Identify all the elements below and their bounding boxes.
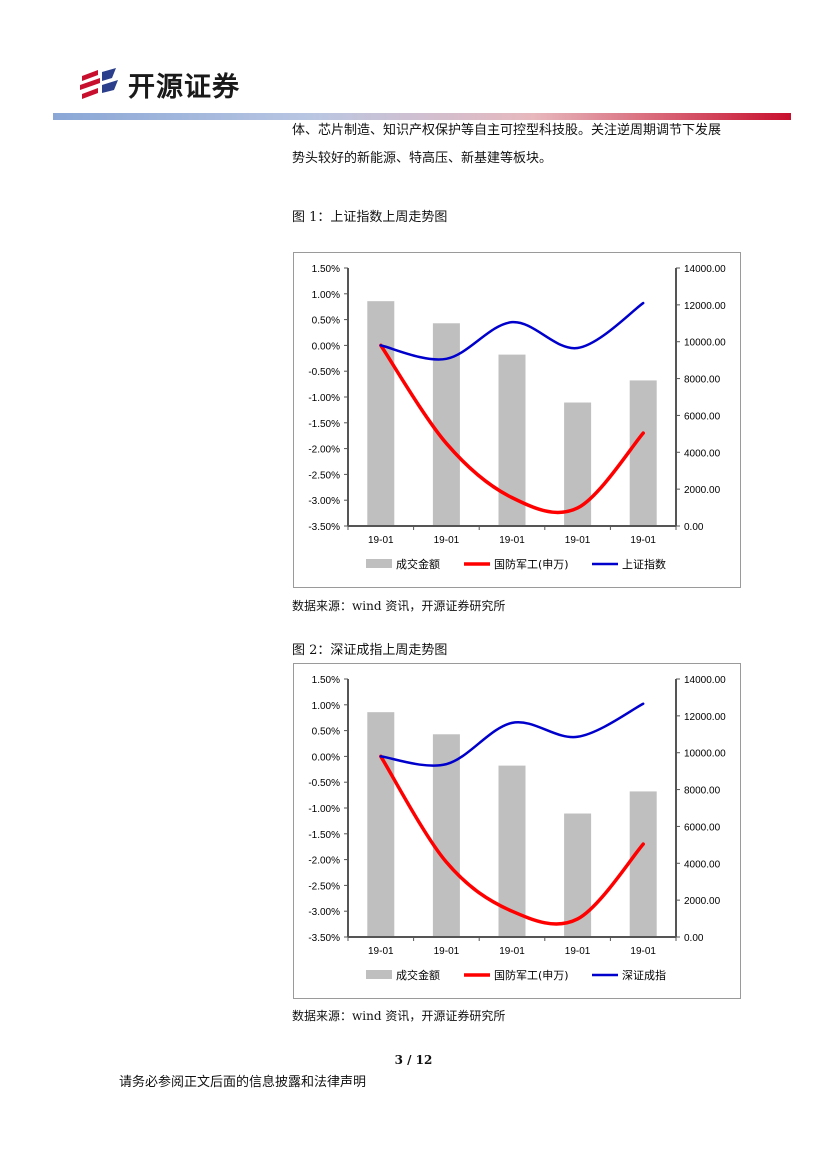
right-tick-label: 8000.00 [684,786,721,797]
left-tick-label: -3.00% [308,496,340,507]
figure-2-source: 数据来源：wind 资讯，开源证券研究所 [292,1009,506,1023]
legend-swatch-bar [366,970,392,979]
volume-bar [367,301,395,526]
left-tick-label: -3.50% [308,933,340,944]
right-tick-label: 6000.00 [684,411,721,422]
right-tick-label: 2000.00 [684,896,721,907]
page-number: 3 / 12 [394,1053,433,1067]
x-tick-label: 19-01 [630,535,656,546]
volume-bar [432,323,460,526]
x-tick-label: 19-01 [499,535,525,546]
legend-label: 成交金额 [396,557,440,571]
footer-disclaimer: 请务必参阅正文后面的信息披露和法律声明 [119,1075,367,1090]
logo-mark-icon [80,68,118,99]
right-tick-label: 14000.00 [684,675,726,686]
volume-bar [367,712,395,937]
left-tick-label: -2.00% [308,856,340,867]
market-index-line [379,702,645,767]
right-tick-label: 8000.00 [684,375,721,386]
body-line-2: 势头较好的新能源、特高压、新基建等板块。 [292,151,553,166]
left-tick-label: 1.00% [312,290,340,301]
right-tick-label: 6000.00 [684,822,721,833]
legend-label: 深证成指 [622,968,666,982]
military-index-line [379,343,645,515]
right-tick-label: 10000.00 [684,338,726,349]
legend-label: 成交金额 [396,968,440,982]
right-tick-label: 2000.00 [684,485,721,496]
right-tick-label: 12000.00 [684,712,726,723]
body-paragraph: 体、芯片制造、知识产权保护等自主可控型科技股。关注逆周期调节下发展 势头较好的新… [292,121,772,169]
right-tick-label: 4000.00 [684,448,721,459]
x-tick-label: 19-01 [434,946,460,957]
figure-2-chart: 1.50% 1.00% 0.50% 0.00% -0.50% -1.00% -1.50% -2… [293,663,741,999]
market-index-line [379,301,645,361]
left-tick-label: -1.50% [308,419,340,430]
left-tick-label: 1.00% [312,701,340,712]
x-tick-label: 19-01 [368,535,394,546]
x-tick-label: 19-01 [565,946,591,957]
figure-1-chart: 1.50% 1.00% 0.50% 0.00% -0.50% -1.00% -1.50% -2… [293,252,741,588]
left-tick-label: -1.00% [308,804,340,815]
left-tick-label: -3.50% [308,522,340,533]
volume-bar [629,380,657,526]
x-tick-label: 19-01 [630,946,656,957]
chart-1-svg: 1.50% 1.00% 0.50% 0.00% -0.50% -1.00% -1.50% -2… [308,264,726,571]
military-index-line [379,754,645,926]
company-logo: 开源证券 [78,66,240,103]
left-tick-label: 0.50% [312,316,340,327]
logo-text: 开源证券 [128,71,240,103]
x-tick-label: 19-01 [499,946,525,957]
left-tick-label: -0.50% [308,778,340,789]
volume-bar [629,791,657,937]
right-tick-label: 12000.00 [684,301,726,312]
left-tick-label: 0.00% [312,752,340,763]
left-tick-label: -3.00% [308,907,340,918]
legend-swatch-bar [366,559,392,568]
figure-2-title: 图 2：深证成指上周走势图 [292,643,448,658]
figure-1-title: 图 1：上证指数上周走势图 [292,210,448,225]
chart-2-svg: 1.50% 1.00% 0.50% 0.00% -0.50% -1.00% -1.50% -2… [308,675,726,982]
x-tick-label: 19-01 [565,535,591,546]
right-tick-label: 14000.00 [684,264,726,275]
left-tick-label: 1.50% [312,264,340,275]
left-tick-label: -1.00% [308,393,340,404]
volume-bar [564,813,592,937]
left-tick-label: -2.50% [308,470,340,481]
figure-1-source: 数据来源：wind 资讯，开源证券研究所 [292,599,506,613]
left-tick-label: 1.50% [312,675,340,686]
legend-label: 国防军工(申万) [494,557,569,571]
left-tick-label: 0.50% [312,727,340,738]
body-line-1: 体、芯片制造、知识产权保护等自主可控型科技股。关注逆周期调节下发展 [292,123,722,138]
right-tick-label: 0.00 [684,522,704,533]
right-tick-label: 4000.00 [684,859,721,870]
right-tick-label: 0.00 [684,933,704,944]
left-tick-label: 0.00% [312,341,340,352]
left-tick-label: -1.50% [308,830,340,841]
x-tick-label: 19-01 [434,535,460,546]
left-tick-label: -0.50% [308,367,340,378]
legend-label: 国防军工(申万) [494,968,569,982]
volume-bar [432,734,460,937]
header-divider [53,113,791,120]
left-tick-label: -2.00% [308,445,340,456]
x-tick-label: 19-01 [368,946,394,957]
right-tick-label: 10000.00 [684,749,726,760]
volume-bar [564,402,592,526]
legend-label: 上证指数 [622,557,666,571]
left-tick-label: -2.50% [308,881,340,892]
